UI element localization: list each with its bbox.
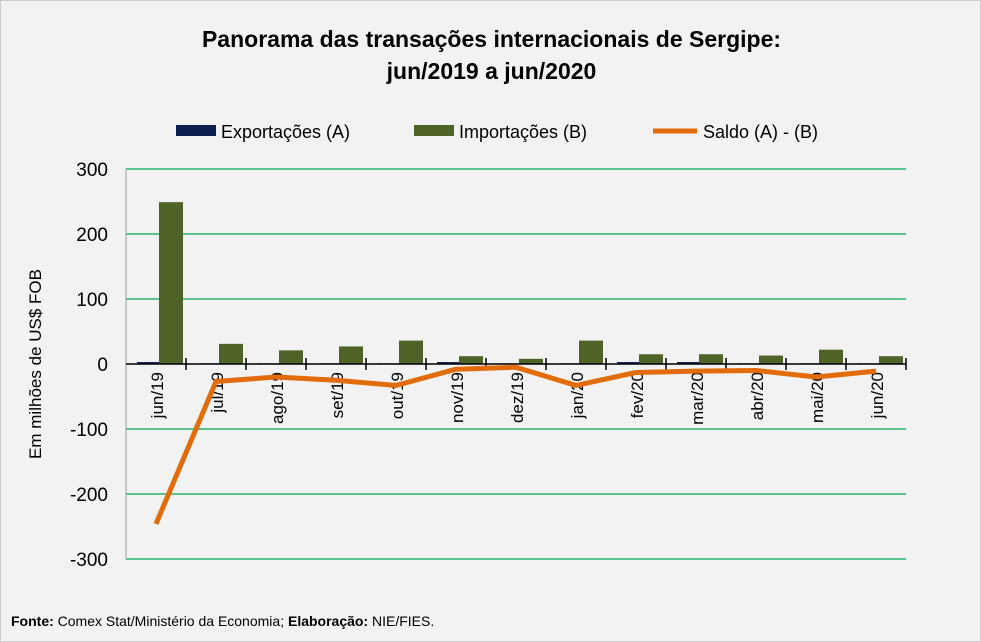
import-bar bbox=[159, 202, 183, 364]
x-tick-label: out/19 bbox=[388, 372, 407, 419]
x-tick-label: abr/20 bbox=[748, 372, 767, 420]
subtitle: jun/2019 a jun/2020 bbox=[386, 58, 597, 84]
import-bar bbox=[219, 343, 243, 364]
import-bar bbox=[519, 358, 543, 364]
source-note: Fonte: Comex Stat/Ministério da Economia… bbox=[11, 613, 434, 629]
legend-label: Importações (B) bbox=[459, 122, 587, 142]
x-tick-label: dez/19 bbox=[508, 372, 527, 423]
legend-swatch bbox=[176, 125, 216, 136]
x-tick-label: ago/19 bbox=[268, 372, 287, 424]
y-tick-label: -100 bbox=[70, 420, 108, 441]
x-tick-label: fev/20 bbox=[628, 372, 647, 418]
y-tick-label: -200 bbox=[70, 485, 108, 506]
export-bar bbox=[437, 362, 460, 364]
y-tick-label: 100 bbox=[76, 290, 108, 311]
export-bar bbox=[677, 362, 700, 364]
y-tick-label: -300 bbox=[70, 550, 108, 571]
legend-label: Saldo (A) - (B) bbox=[703, 122, 818, 142]
import-bar bbox=[819, 349, 843, 364]
y-axis-label: Em milhões de US$ FOB bbox=[26, 269, 45, 459]
chart-title: Panorama das transações internacionais d… bbox=[1, 23, 980, 87]
import-bar bbox=[399, 340, 423, 364]
x-tick-label: jun/20 bbox=[868, 372, 887, 419]
x-tick-label: mai/20 bbox=[808, 372, 827, 423]
x-tick-label: nov/19 bbox=[448, 372, 467, 423]
import-bar bbox=[759, 355, 783, 364]
source-label: Fonte: bbox=[11, 613, 54, 629]
import-bar bbox=[339, 346, 363, 364]
import-bar bbox=[279, 350, 303, 364]
legend-label: Exportações (A) bbox=[221, 122, 350, 142]
import-bar bbox=[879, 356, 903, 364]
export-bar bbox=[137, 362, 160, 364]
y-tick-label: 200 bbox=[76, 225, 108, 246]
y-tick-label: 0 bbox=[97, 355, 108, 376]
elaboration-label: Elaboração: bbox=[287, 613, 369, 629]
x-tick-label: jun/19 bbox=[148, 372, 167, 419]
legend-swatch bbox=[414, 125, 454, 136]
import-bar bbox=[639, 354, 663, 364]
title-line: Panorama das transações internacionais d… bbox=[201, 26, 782, 52]
x-tick-label: mar/20 bbox=[688, 372, 707, 425]
export-bar bbox=[617, 362, 640, 364]
y-tick-label: 300 bbox=[76, 160, 108, 181]
source-text: Comex Stat/Ministério da Economia; bbox=[53, 613, 288, 629]
x-tick-label: set/19 bbox=[328, 372, 347, 418]
elaboration-text: NIE/FIES. bbox=[368, 613, 435, 629]
import-bar bbox=[459, 356, 483, 364]
x-tick-label: jan/20 bbox=[568, 372, 587, 419]
import-bar bbox=[699, 354, 723, 364]
import-bar bbox=[579, 340, 603, 364]
